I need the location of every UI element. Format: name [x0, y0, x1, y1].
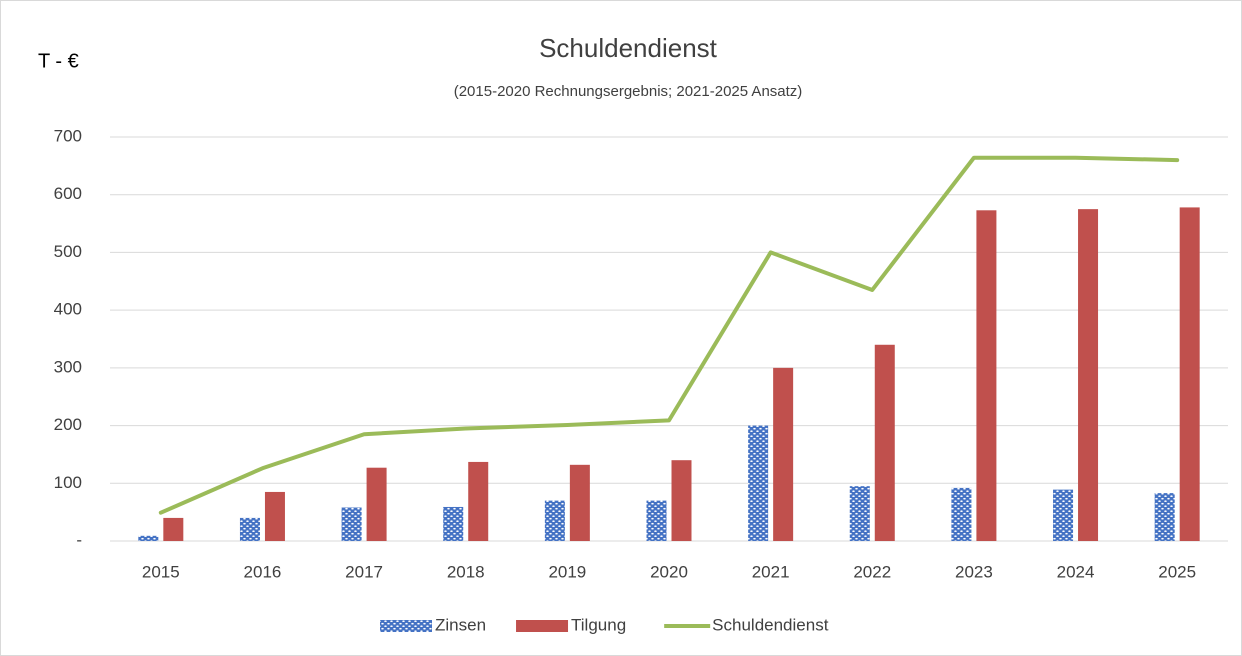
y-tick-label: - [76, 530, 82, 549]
x-tick-label: 2021 [752, 562, 790, 581]
chart-subtitle: (2015-2020 Rechnungsergebnis; 2021-2025 … [454, 83, 803, 100]
bar [138, 535, 159, 541]
legend-label: Tilgung [571, 615, 626, 634]
y-tick-label: 300 [54, 357, 82, 376]
bar [1154, 493, 1175, 541]
y-tick-label: 200 [54, 415, 82, 434]
bar [468, 461, 489, 541]
y-tick-label: 100 [54, 473, 82, 492]
bar [1078, 209, 1099, 541]
x-tick-label: 2016 [244, 562, 282, 581]
bar [366, 467, 387, 541]
line [158, 155, 1180, 515]
bar [264, 491, 285, 541]
bar [1179, 207, 1200, 541]
x-tick-label: 2023 [955, 562, 993, 581]
bar [569, 464, 590, 541]
y-tick-label: 400 [54, 300, 82, 319]
legend-label: Schuldendienst [712, 615, 829, 634]
x-tick-label: 2019 [548, 562, 586, 581]
x-tick-label: 2024 [1057, 562, 1095, 581]
bar [341, 507, 362, 541]
bar [443, 506, 464, 541]
legend-swatch [516, 620, 569, 632]
legend-swatch [380, 620, 432, 632]
bar [1053, 489, 1074, 541]
x-tick-label: 2017 [345, 562, 383, 581]
y-tick-label: 500 [54, 242, 82, 261]
y-tick-label: 700 [54, 126, 82, 145]
x-tick-label: 2015 [142, 562, 180, 581]
bar [773, 367, 794, 541]
x-tick-label: 2022 [853, 562, 891, 581]
bar [874, 344, 895, 541]
bar [163, 517, 184, 541]
legend-label: Zinsen [435, 615, 486, 634]
chart-title: Schuldendienst [539, 33, 718, 63]
y-tick-label: 600 [54, 184, 82, 203]
bar [951, 487, 972, 541]
bar [849, 486, 870, 541]
bar [646, 500, 667, 541]
x-tick-label: 2025 [1158, 562, 1196, 581]
bar [976, 210, 997, 541]
bar [671, 460, 692, 541]
bar [544, 500, 565, 541]
y-axis-label: T - € [38, 50, 79, 72]
x-tick-label: 2018 [447, 562, 485, 581]
bar [748, 425, 769, 541]
bar [239, 517, 260, 541]
x-tick-label: 2020 [650, 562, 688, 581]
